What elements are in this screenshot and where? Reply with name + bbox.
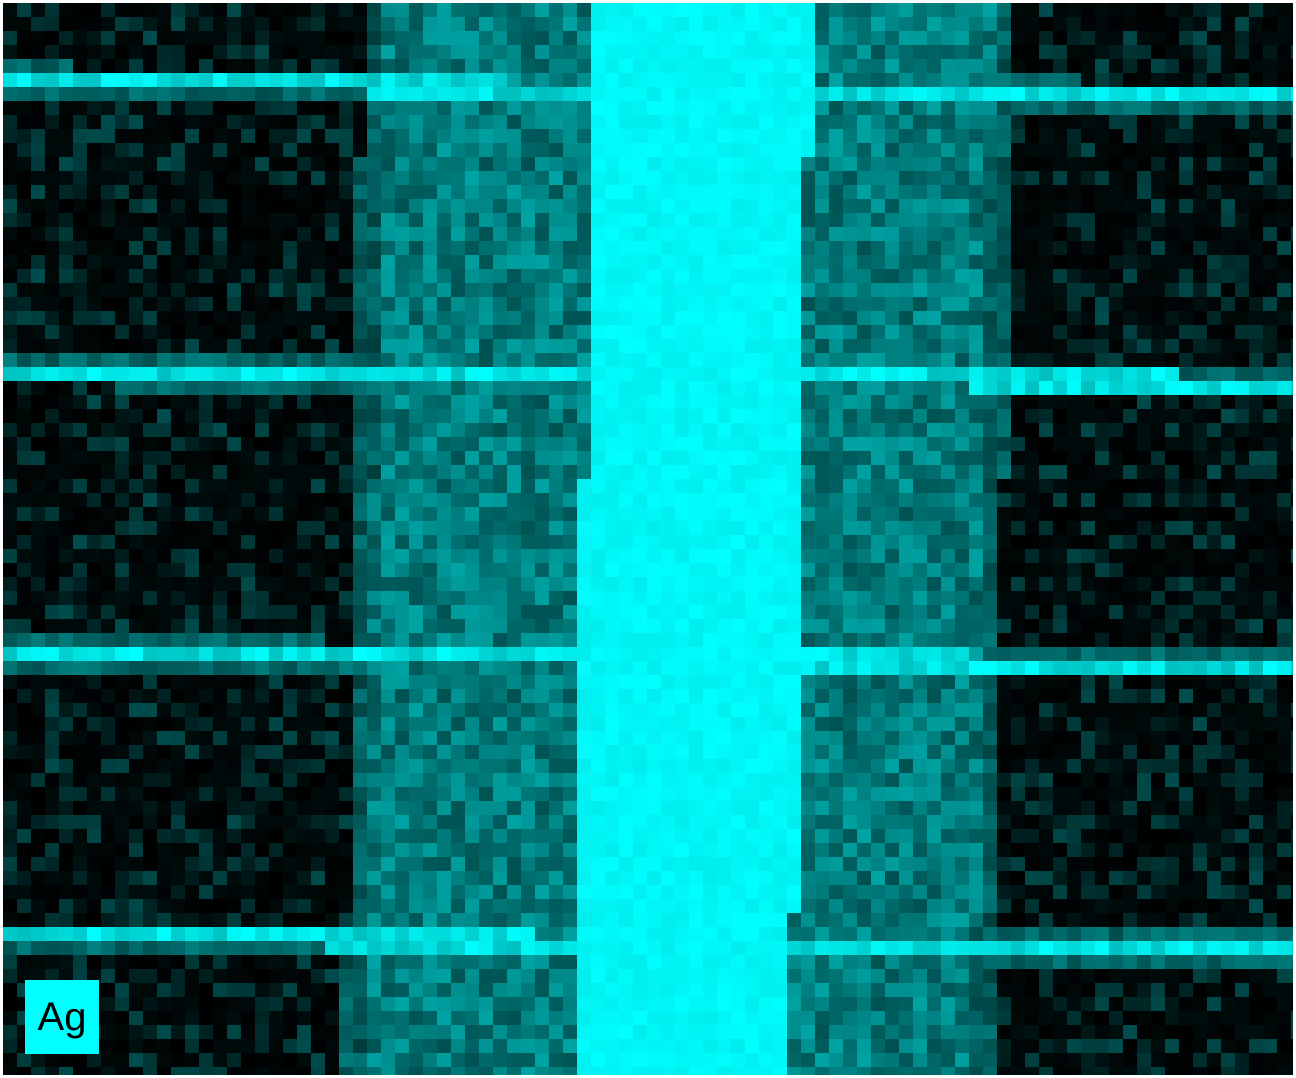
element-map <box>3 3 1293 1075</box>
element-label: Ag <box>25 980 99 1054</box>
element-map-canvas <box>3 3 1293 1075</box>
